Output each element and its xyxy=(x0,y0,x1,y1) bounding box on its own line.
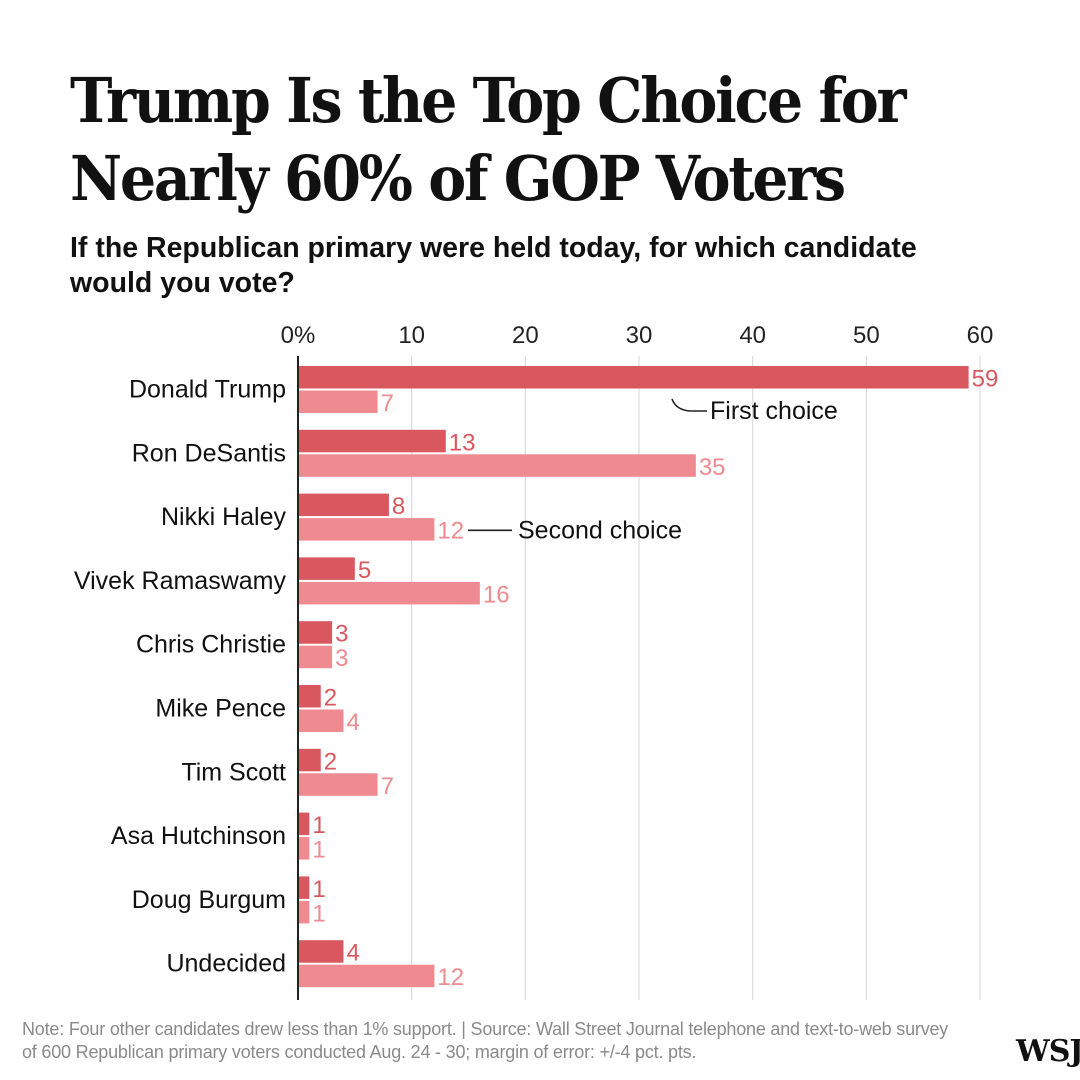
category-label: Vivek Ramaswamy xyxy=(74,567,287,595)
bar-second-choice xyxy=(298,390,378,413)
category-label: Chris Christie xyxy=(136,631,286,659)
bar-second-choice xyxy=(298,454,696,477)
bar-first-choice xyxy=(298,748,321,772)
x-tick-label: 20 xyxy=(512,322,539,349)
value-label: 2 xyxy=(324,685,337,712)
category-label: Ron DeSantis xyxy=(132,439,286,467)
value-label: 1 xyxy=(312,812,325,839)
x-tick-label: 30 xyxy=(626,322,653,349)
value-label: 3 xyxy=(335,645,348,672)
x-tick-label: 40 xyxy=(739,322,766,349)
category-labels: Donald Trump Ron DeSantis Nikki Haley Vivek… xyxy=(74,376,287,978)
value-label: 4 xyxy=(346,940,359,967)
bar-first-choice xyxy=(298,366,969,389)
x-tick-label: 0% xyxy=(281,322,316,349)
chart-title: Trump Is the Top Choice for Nearly 60% o… xyxy=(70,64,907,215)
annotation-leader xyxy=(671,398,707,412)
x-tick-label: 60 xyxy=(967,322,994,349)
x-axis-ticks: 0% 10 20 30 40 50 60 xyxy=(281,322,994,349)
footnote: Note: Four other candidates drew less th… xyxy=(22,1019,949,1062)
category-label: Doug Burgum xyxy=(132,886,286,914)
value-label: 5 xyxy=(358,557,371,584)
bar-first-choice xyxy=(298,493,389,517)
value-label: 12 xyxy=(437,518,464,545)
category-label: Donald Trump xyxy=(129,376,286,404)
bar-first-choice xyxy=(298,685,321,708)
value-label: 8 xyxy=(392,493,405,520)
value-label: 4 xyxy=(346,709,359,736)
category-label: Tim Scott xyxy=(181,758,286,786)
value-label: 12 xyxy=(437,964,464,991)
bar-first-choice xyxy=(298,429,446,453)
bar-first-choice xyxy=(298,940,344,963)
value-label: 7 xyxy=(381,390,394,417)
x-tick-label: 10 xyxy=(398,322,425,349)
bar-second-choice xyxy=(298,709,344,732)
value-label: 3 xyxy=(335,621,348,648)
chart-subtitle: If the Republican primary were held toda… xyxy=(70,232,917,299)
value-label: 16 xyxy=(483,581,510,608)
category-label: Asa Hutchinson xyxy=(111,822,286,850)
x-tick-label: 50 xyxy=(853,322,880,349)
value-label: 1 xyxy=(312,837,325,864)
category-label: Undecided xyxy=(166,950,286,978)
bar-second-choice xyxy=(298,518,435,541)
bar-first-choice xyxy=(298,812,310,836)
gridlines xyxy=(411,356,981,1000)
value-label: 13 xyxy=(449,429,476,456)
annotation-second-choice: Second choice xyxy=(518,516,682,544)
bar-second-choice xyxy=(298,964,435,988)
bar-first-choice xyxy=(298,557,355,580)
bars xyxy=(298,366,969,988)
bar-second-choice xyxy=(298,900,310,924)
value-label: 59 xyxy=(972,366,999,393)
value-label: 7 xyxy=(381,773,394,800)
bar-first-choice xyxy=(298,876,310,899)
wsj-logo: WSJ xyxy=(1016,1034,1080,1069)
bar-second-choice xyxy=(298,837,310,860)
category-label: Mike Pence xyxy=(155,695,286,723)
annotations: First choice Second choice xyxy=(468,397,838,544)
bar-second-choice xyxy=(298,581,480,605)
bar-second-choice xyxy=(298,645,333,669)
value-label: 1 xyxy=(312,900,325,927)
value-label: 1 xyxy=(312,876,325,903)
annotation-first-choice: First choice xyxy=(710,397,838,425)
value-label: 2 xyxy=(324,748,337,775)
bar-second-choice xyxy=(298,773,378,796)
value-label: 35 xyxy=(699,454,726,481)
bar-first-choice xyxy=(298,621,333,644)
category-label: Nikki Haley xyxy=(161,503,287,531)
